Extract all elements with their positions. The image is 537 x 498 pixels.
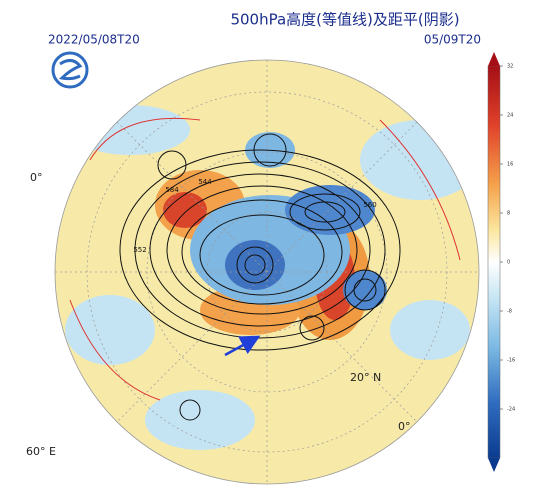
- map-disk: [55, 60, 479, 484]
- colorbar-tick-label: 24: [507, 113, 513, 119]
- contour-label: 584: [165, 186, 179, 194]
- start-time: 2022/05/08T20: [48, 33, 140, 47]
- arrow: [224, 335, 261, 357]
- map-label: 60° E: [26, 445, 56, 458]
- valid-time: 05/09T20: [424, 33, 481, 47]
- colorbar-tick-label: -16: [507, 358, 515, 364]
- colorbar-tick-label: 16: [507, 162, 513, 168]
- title: 500hPa高度(等值线)及距平(阴影): [230, 11, 459, 29]
- map-label: 20° N: [350, 371, 381, 384]
- colorbar-tick-label: 0: [507, 260, 510, 266]
- colorbar-tick-label: 8: [507, 211, 510, 217]
- colorbar-tick-label: -8: [507, 309, 512, 315]
- colorbar: [487, 52, 501, 472]
- map-label: 0°: [398, 420, 411, 433]
- contour-label: 544: [198, 178, 212, 186]
- colorbar-tick-label: -24: [507, 407, 515, 413]
- map-border: [54, 59, 480, 485]
- logo: [51, 51, 89, 89]
- colorbar-tick-label: 32: [507, 64, 513, 70]
- map-label: 0°: [30, 171, 43, 184]
- contour-label: 552: [133, 246, 146, 254]
- contour-label: 560: [363, 201, 376, 209]
